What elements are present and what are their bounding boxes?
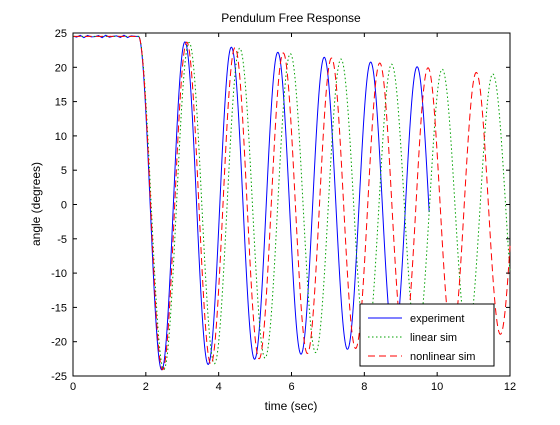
y-axis-label: angle (degrees) bbox=[29, 162, 43, 246]
x-axis-label: time (sec) bbox=[265, 399, 318, 413]
y-tick-label: -10 bbox=[51, 268, 67, 280]
series-line-linear-sim bbox=[73, 35, 511, 371]
tick-layer: 0 2 4 6 8 10 12 -25 -20 -15 -10 -5 0 5 10 15 20 25 bbox=[51, 28, 516, 393]
x-tick-label: 10 bbox=[431, 381, 443, 393]
y-tick-label: 0 bbox=[61, 200, 67, 212]
y-tick-label: 20 bbox=[55, 62, 67, 74]
y-tick-label: -5 bbox=[57, 234, 67, 246]
y-tick-label: 10 bbox=[55, 131, 67, 143]
x-tick-label: 12 bbox=[504, 381, 516, 393]
y-tick-label: -15 bbox=[51, 302, 67, 314]
x-tick-label: 6 bbox=[288, 381, 294, 393]
y-tick-label: -20 bbox=[51, 337, 67, 349]
legend-label-linear-sim: linear sim bbox=[410, 332, 457, 344]
x-tick-label: 8 bbox=[361, 381, 367, 393]
x-tick-label: 2 bbox=[143, 381, 149, 393]
x-tick-label: 4 bbox=[216, 381, 222, 393]
legend-label-experiment: experiment bbox=[410, 313, 464, 325]
y-tick-label: 5 bbox=[61, 165, 67, 177]
chart-title: Pendulum Free Response bbox=[221, 11, 361, 25]
x-tick-label: 0 bbox=[70, 381, 76, 393]
legend: experiment linear sim nonlinear sim bbox=[359, 303, 495, 367]
legend-label-nonlinear-sim: nonlinear sim bbox=[410, 351, 475, 363]
y-tick-label: -25 bbox=[51, 371, 67, 383]
y-tick-label: 15 bbox=[55, 97, 67, 109]
y-tick-label: 25 bbox=[55, 28, 67, 40]
